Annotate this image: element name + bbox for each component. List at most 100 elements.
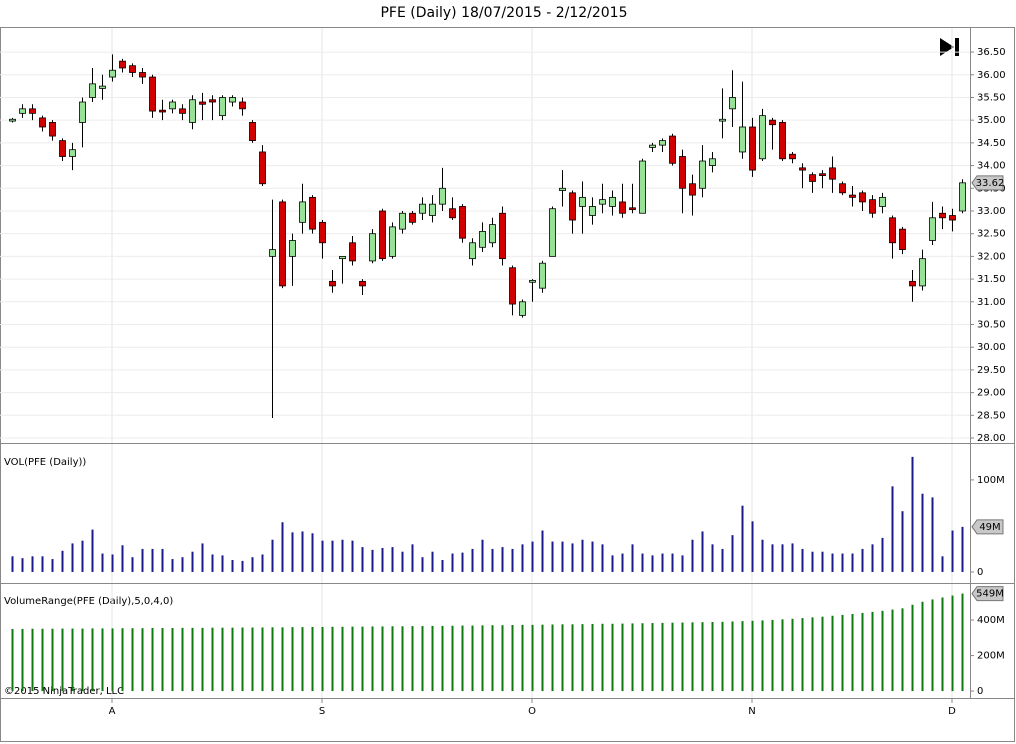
bar — [151, 628, 154, 692]
bar — [351, 626, 354, 692]
candle-body — [829, 167, 836, 180]
bar — [751, 521, 754, 572]
candle-body — [309, 196, 316, 230]
candle-body — [769, 119, 776, 126]
bar — [701, 531, 704, 572]
candle-body — [709, 158, 716, 166]
bar — [461, 552, 464, 572]
bar — [631, 623, 634, 692]
bar — [51, 628, 54, 692]
bar — [521, 544, 524, 572]
candle-body — [29, 108, 36, 114]
bar — [71, 628, 74, 692]
candle-body — [179, 108, 186, 114]
bar — [931, 497, 934, 572]
y-tick-label: 35.00 — [977, 115, 1006, 126]
candle-body — [739, 126, 746, 153]
bar — [81, 540, 84, 572]
candle-body — [789, 153, 796, 160]
play-bar[interactable] — [955, 38, 959, 56]
x-tick-label: D — [948, 706, 956, 717]
bar — [421, 557, 424, 572]
candle-body — [649, 144, 656, 148]
candle-body — [559, 187, 566, 191]
bar — [61, 628, 64, 692]
bar — [791, 543, 794, 572]
bar — [351, 540, 354, 572]
bar — [301, 627, 304, 692]
y-tick-label: 30.00 — [977, 342, 1006, 353]
candle-body — [239, 101, 246, 110]
bar — [731, 621, 734, 692]
bar — [681, 622, 684, 692]
bar — [821, 551, 824, 572]
candle-body — [269, 249, 276, 257]
y-tick-label: 32.00 — [977, 251, 1006, 262]
bar — [81, 628, 84, 692]
bar — [771, 544, 774, 572]
candle-body — [109, 69, 116, 78]
candle-body — [579, 196, 586, 207]
bar — [221, 555, 224, 572]
y-tick-label: 29.00 — [977, 388, 1006, 399]
candle-body — [159, 109, 166, 113]
bar — [501, 625, 504, 692]
candle-body — [479, 231, 486, 248]
candle-body — [39, 117, 46, 128]
footnote: ©2015 NinjaTrader, LLC — [4, 686, 124, 697]
bar — [341, 539, 344, 572]
candle-body — [599, 199, 606, 205]
bar — [651, 555, 654, 572]
bar — [461, 625, 464, 692]
bar — [581, 539, 584, 572]
bar — [381, 626, 384, 692]
bar — [21, 628, 24, 692]
y-tick-label: 100M — [977, 475, 1005, 486]
bar — [401, 626, 404, 692]
bar — [11, 628, 14, 692]
bar — [491, 548, 494, 572]
bar — [921, 601, 924, 692]
chart-title: PFE (Daily) 18/07/2015 - 2/12/2015 — [380, 5, 627, 21]
bar — [961, 593, 964, 692]
bar — [641, 553, 644, 572]
candle-body — [139, 72, 146, 78]
candle-body — [569, 192, 576, 221]
candle-body — [119, 60, 126, 69]
candle-body — [869, 199, 876, 214]
bar — [171, 559, 174, 572]
candle-body — [279, 201, 286, 287]
bar — [361, 547, 364, 572]
bar — [911, 456, 914, 572]
bar — [61, 550, 64, 572]
candle-body — [719, 118, 726, 122]
bar — [871, 544, 874, 572]
bar — [671, 553, 674, 572]
scroll-end-button[interactable] — [940, 38, 959, 56]
candle-body — [699, 160, 706, 189]
bar — [761, 539, 764, 572]
bar — [261, 554, 264, 572]
bar — [911, 604, 914, 692]
candle-body — [499, 212, 506, 260]
bar — [321, 540, 324, 572]
candle-body — [849, 194, 856, 198]
y-tick-label: 0 — [977, 686, 983, 697]
play-icon[interactable] — [940, 38, 954, 56]
bar — [241, 560, 244, 572]
candle-body — [199, 101, 206, 105]
bar — [161, 548, 164, 572]
bar — [291, 532, 294, 572]
last-value-label: 549M — [976, 589, 1004, 600]
candle-body — [779, 122, 786, 160]
candle-body — [639, 160, 646, 214]
bar — [511, 625, 514, 692]
bar — [561, 541, 564, 572]
candle-body — [669, 135, 676, 164]
last-value-marker — [971, 175, 1004, 191]
bar — [951, 595, 954, 692]
y-tick-label: 35.50 — [977, 92, 1006, 103]
candle-body — [339, 255, 346, 260]
